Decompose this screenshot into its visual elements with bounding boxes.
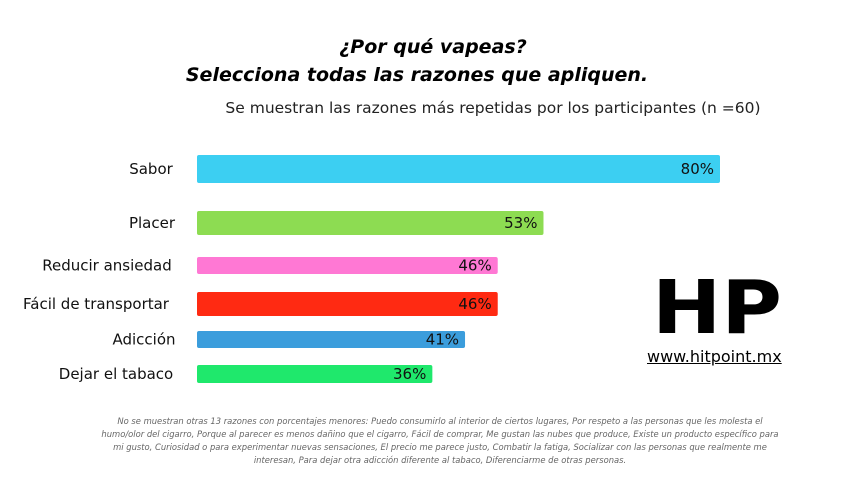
bar-dejar-el-tabaco bbox=[197, 365, 433, 383]
logo-url[interactable]: www.hitpoint.mx bbox=[647, 347, 782, 366]
category-label: Placer bbox=[129, 214, 176, 232]
bar-chart: Sabor 80% Placer 53% Reducir ansiedad 46% Fáci… bbox=[23, 155, 720, 383]
category-label: Dejar el tabaco bbox=[59, 365, 173, 383]
value-label: 46% bbox=[458, 295, 491, 313]
chart-subtitle: Se muestran las razones más repetidas po… bbox=[225, 99, 761, 117]
bar-sabor bbox=[197, 155, 720, 183]
footnote: No se muestran otras 13 razones con porc… bbox=[101, 416, 779, 465]
value-label: 53% bbox=[504, 214, 537, 232]
bar-placer bbox=[197, 211, 544, 235]
svg-text:HP: HP bbox=[652, 275, 782, 337]
chart-title-line2: Selecciona todas las razones que aplique… bbox=[185, 64, 649, 86]
category-label: Reducir ansiedad bbox=[42, 257, 172, 275]
bar-reducir-ansiedad bbox=[197, 257, 498, 274]
value-label: 36% bbox=[393, 365, 426, 383]
bar-f-cil-de-transportar bbox=[197, 292, 498, 316]
category-label: Adicción bbox=[112, 331, 175, 349]
category-label: Fácil de transportar bbox=[23, 295, 170, 313]
value-label: 41% bbox=[426, 331, 459, 349]
chart-title: ¿Por qué vapeas? bbox=[339, 36, 527, 58]
value-label: 46% bbox=[458, 257, 491, 275]
hp-logo: HP bbox=[652, 265, 784, 351]
value-label: 80% bbox=[681, 160, 714, 178]
category-label: Sabor bbox=[129, 160, 173, 178]
bar-adicci-n bbox=[197, 331, 466, 348]
